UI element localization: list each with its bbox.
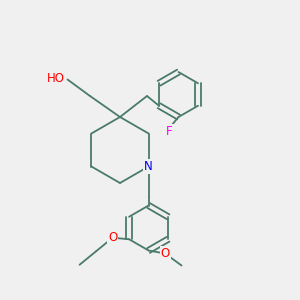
Text: HO: HO xyxy=(46,71,64,85)
Text: O: O xyxy=(160,247,170,260)
Text: F: F xyxy=(166,125,173,138)
Text: O: O xyxy=(108,231,117,244)
Text: N: N xyxy=(144,160,153,173)
